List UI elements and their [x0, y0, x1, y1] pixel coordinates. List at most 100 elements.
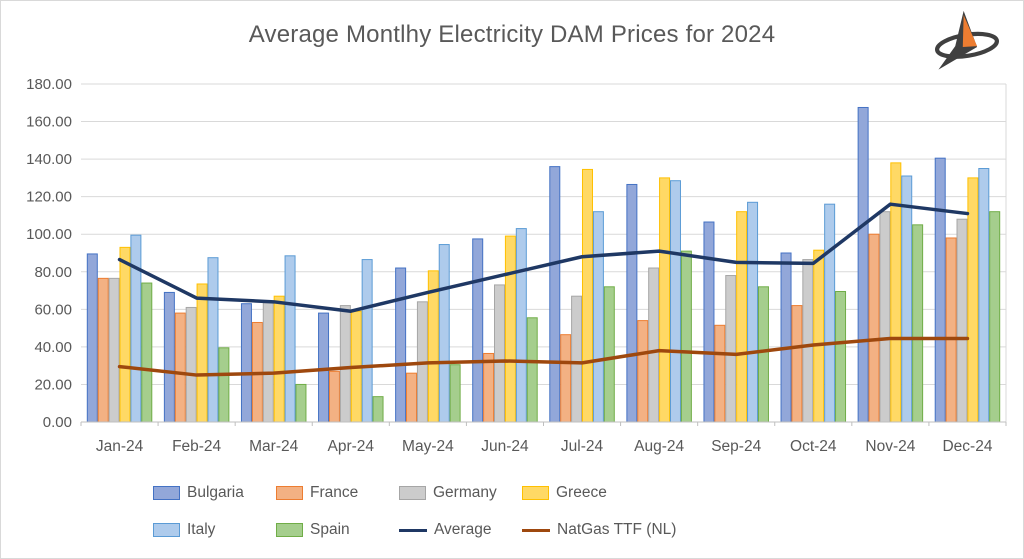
legend-label: Greece — [556, 484, 607, 501]
line-average — [117, 202, 970, 313]
legend-swatch-average — [399, 528, 427, 532]
chart-plot-area: 0.00 20.00 40.00 60.00 80.00 100.00 120.00 140.… — [26, 76, 1007, 455]
bar-france-nov-24 — [868, 233, 880, 423]
bar-greece-jan-24 — [119, 246, 131, 423]
bar-germany-mar-24 — [262, 302, 274, 423]
y-axis-label: 40.00 — [34, 339, 72, 356]
bar-bulgaria-mar-24 — [240, 303, 252, 423]
bar-france-jun-24 — [483, 352, 495, 423]
bar-italy-feb-24 — [207, 257, 219, 423]
bar-spain-aug-24 — [680, 250, 692, 423]
bar-spain-feb-24 — [218, 347, 230, 423]
bar-spain-jun-24 — [526, 317, 538, 423]
x-axis-label: Aug-24 — [634, 438, 684, 455]
y-axis-label: 80.00 — [34, 264, 72, 281]
legend-item-spain: Spain — [276, 521, 399, 539]
legend-label: NatGas TTF (NL) — [557, 521, 677, 538]
bar-germany-oct-24 — [802, 259, 814, 423]
bar-italy-apr-24 — [361, 259, 373, 423]
legend-swatch-greece — [522, 486, 549, 500]
bar-france-jan-24 — [97, 277, 109, 423]
bar-france-sep-24 — [714, 324, 726, 423]
bar-italy-aug-24 — [669, 180, 681, 423]
bar-spain-mar-24 — [295, 383, 307, 423]
bar-greece-feb-24 — [196, 283, 208, 423]
bar-bulgaria-jul-24 — [549, 166, 561, 423]
bar-spain-may-24 — [449, 364, 461, 423]
bar-germany-aug-24 — [648, 267, 660, 423]
legend-swatch-spain — [276, 523, 303, 537]
bar-italy-mar-24 — [284, 255, 296, 423]
bar-spain-jan-24 — [141, 282, 153, 423]
bar-italy-may-24 — [438, 244, 450, 423]
x-axis-label: Jun-24 — [481, 438, 529, 455]
legend-item-greece: Greece — [522, 484, 645, 502]
bar-bulgaria-aug-24 — [626, 183, 638, 423]
x-axis-label: May-24 — [402, 438, 454, 455]
bar-greece-nov-24 — [890, 162, 902, 423]
line-natgas-ttf-nl — [117, 336, 970, 377]
bar-spain-jul-24 — [603, 286, 615, 423]
bar-germany-jul-24 — [571, 295, 583, 423]
legend-item-italy: Italy — [153, 521, 276, 539]
bar-greece-dec-24 — [967, 177, 979, 423]
legend-swatch-italy — [153, 523, 180, 537]
chart-legend: Bulgaria France Germany Greece Italy Spain Ave… — [153, 484, 676, 539]
y-axis-label: 20.00 — [34, 376, 72, 393]
y-axis-label: 60.00 — [34, 301, 72, 318]
bar-spain-apr-24 — [372, 396, 384, 423]
bar-france-jul-24 — [560, 334, 572, 423]
bar-germany-feb-24 — [185, 306, 197, 423]
bar-bulgaria-sep-24 — [703, 221, 715, 423]
bar-greece-mar-24 — [273, 295, 285, 423]
legend-item-natgas-ttf-nl: NatGas TTF (NL) — [522, 521, 676, 539]
x-axis-label: Dec-24 — [942, 438, 992, 455]
legend-label: Germany — [433, 484, 497, 501]
x-axis-label: Mar-24 — [249, 438, 298, 455]
bar-germany-jun-24 — [494, 284, 506, 423]
bar-greece-sep-24 — [736, 211, 748, 423]
x-axis-label: Nov-24 — [865, 438, 915, 455]
bar-italy-dec-24 — [978, 168, 990, 423]
y-axis-label: 100.00 — [26, 226, 72, 243]
y-axis-label: 120.00 — [26, 189, 72, 206]
bar-greece-oct-24 — [813, 249, 825, 423]
bar-france-oct-24 — [791, 305, 803, 423]
legend-item-france: France — [276, 484, 399, 502]
legend-item-average: Average — [399, 521, 522, 539]
bar-france-feb-24 — [174, 312, 186, 423]
x-axis-label: Oct-24 — [790, 438, 837, 455]
bar-italy-nov-24 — [901, 175, 913, 423]
bar-bulgaria-nov-24 — [857, 106, 869, 423]
bar-italy-oct-24 — [824, 203, 836, 423]
bar-bulgaria-dec-24 — [934, 157, 946, 423]
bar-france-aug-24 — [637, 320, 649, 423]
y-axis-label: 180.00 — [26, 76, 72, 93]
legend-label: France — [310, 484, 359, 501]
y-axis-label: 160.00 — [26, 114, 72, 131]
bar-spain-sep-24 — [757, 286, 769, 423]
bar-bulgaria-feb-24 — [163, 291, 175, 423]
legend-swatch-natgas-ttf-nl — [522, 528, 550, 532]
legend-swatch-bulgaria — [153, 486, 180, 500]
legend-item-germany: Germany — [399, 484, 522, 502]
bar-germany-jan-24 — [108, 277, 120, 423]
bar-spain-oct-24 — [835, 290, 847, 423]
legend-label: Spain — [310, 521, 350, 538]
legend-item-bulgaria: Bulgaria — [153, 484, 276, 502]
bar-italy-jul-24 — [592, 211, 604, 423]
bar-greece-jul-24 — [581, 168, 593, 423]
legend-swatch-germany — [399, 486, 426, 500]
bar-italy-jan-24 — [130, 234, 142, 423]
logo-orange-blade — [962, 15, 978, 47]
bar-italy-jun-24 — [515, 228, 527, 423]
y-axis-label: 140.00 — [26, 151, 72, 168]
legend-label: Average — [434, 521, 492, 538]
y-axis-label: 0.00 — [43, 414, 72, 431]
x-axis-label: Apr-24 — [328, 438, 375, 455]
x-axis-label: Sep-24 — [711, 438, 761, 455]
bar-france-dec-24 — [945, 237, 957, 423]
bar-spain-dec-24 — [989, 211, 1001, 423]
bar-france-apr-24 — [328, 370, 340, 423]
